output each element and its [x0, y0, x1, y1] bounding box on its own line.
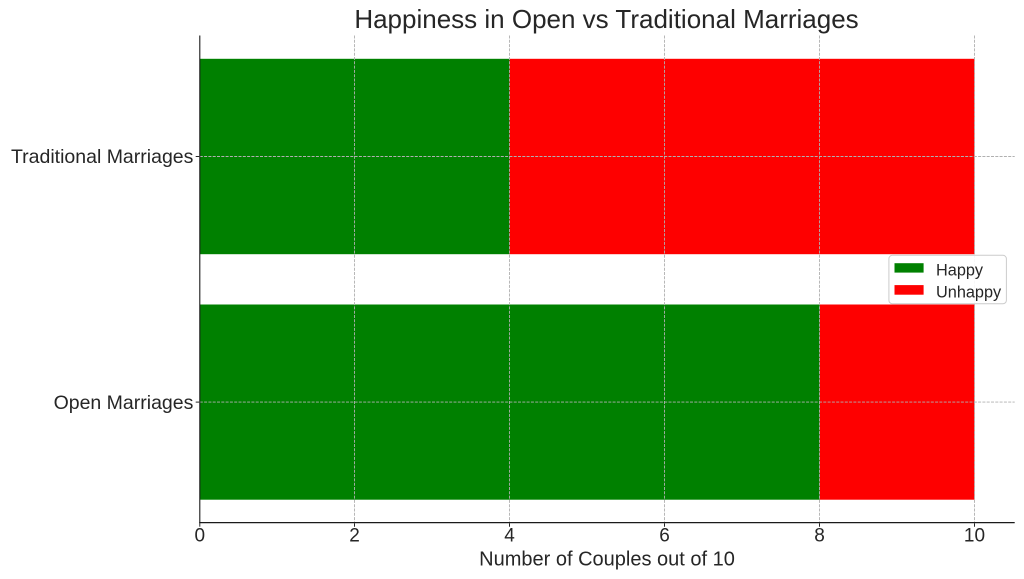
svg-text:10: 10: [964, 526, 985, 547]
svg-text:Happiness in Open vs Tradition: Happiness in Open vs Traditional Marriag…: [354, 4, 858, 34]
svg-text:Traditional Marriages: Traditional Marriages: [11, 146, 194, 168]
svg-text:8: 8: [814, 526, 825, 547]
svg-text:2: 2: [349, 526, 360, 547]
svg-text:Number of Couples out of 10: Number of Couples out of 10: [479, 548, 735, 570]
svg-text:0: 0: [195, 526, 206, 547]
svg-text:Unhappy: Unhappy: [936, 283, 1002, 301]
svg-text:Open Marriages: Open Marriages: [54, 392, 194, 414]
svg-text:4: 4: [504, 526, 515, 547]
svg-text:6: 6: [659, 526, 670, 547]
svg-text:Happy: Happy: [936, 261, 984, 279]
